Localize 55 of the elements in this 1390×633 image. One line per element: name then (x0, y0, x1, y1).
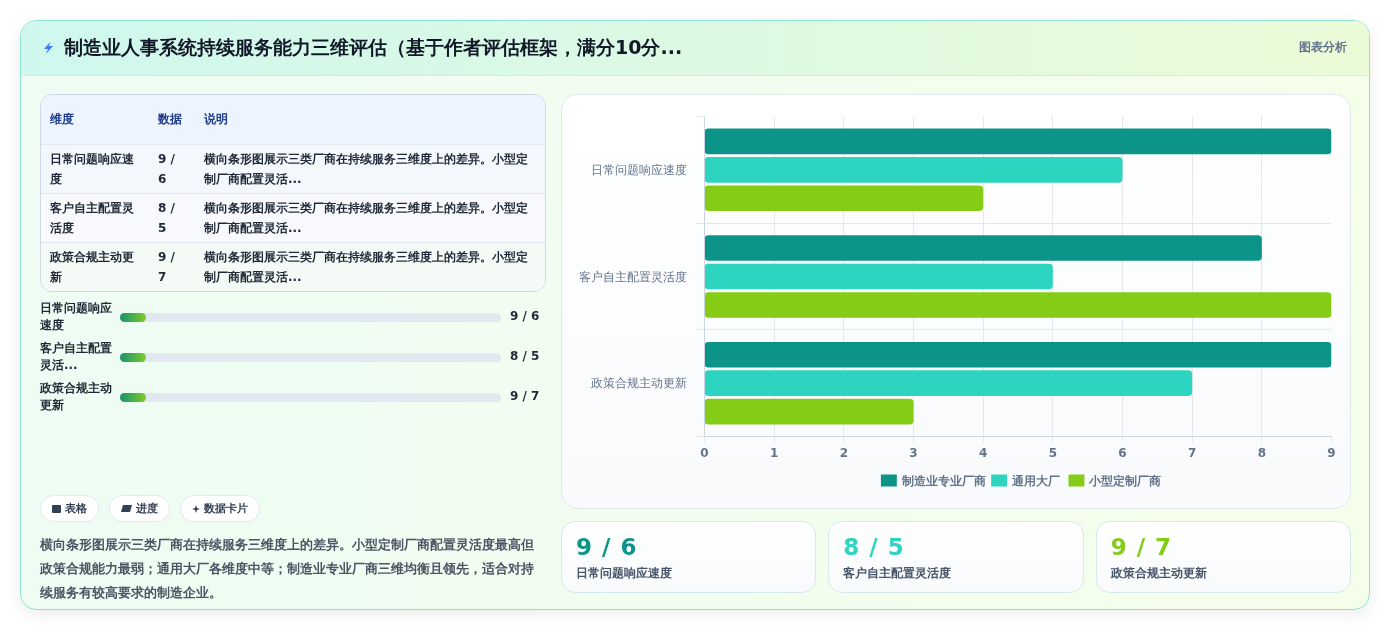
text: 日常问题响应速度 (41, 144, 149, 193)
category-label: 数据 (149, 95, 195, 144)
bar (704, 235, 1262, 261)
legend-label: 制造业专业厂商 (900, 473, 986, 488)
y-tick-label: 日常问题响应速度 (590, 162, 687, 177)
x-tick-label: 8 (1257, 445, 1267, 460)
x-tick-label: 9 (1327, 445, 1336, 460)
category-label: 表格 (65, 500, 87, 517)
legend-label: 小型定制厂商 (1088, 473, 1162, 488)
text: 8 / 5 (149, 193, 195, 242)
x-tick-label: 2 (839, 445, 849, 460)
x-tick-label: 1 (769, 445, 779, 460)
x-tick-label: 0 (700, 445, 709, 460)
bar (704, 128, 1332, 155)
category-label: 进度 (136, 500, 158, 517)
category-label: 数据卡片 (204, 500, 248, 517)
bar (704, 185, 984, 212)
bar (704, 370, 1193, 396)
text: 政策合规主动更新 (41, 242, 149, 291)
text: 9 / 7 (510, 389, 540, 404)
x-tick-label: 7 (1187, 445, 1197, 460)
category-label: 客户自主配置灵活度 (843, 565, 953, 582)
bar (704, 263, 1053, 290)
text: 8 / 5 (510, 349, 540, 364)
text: 9 / 7 (1110, 534, 1173, 560)
x-tick-label: 5 (1048, 445, 1058, 460)
text: 横向条形图展示三类厂商在持续服务三维度上的差异。小型定制厂商配置灵活... (195, 144, 547, 193)
category-label: 说明 (195, 95, 547, 144)
text: 制造业人事系统持续服务能力三维评估（基于作者评估框架，满分10分... (64, 35, 683, 61)
text: 客户自主配置灵活度 (41, 193, 149, 242)
x-tick-label: 4 (978, 445, 988, 460)
y-tick-label: 客户自主配置灵活度 (578, 269, 687, 284)
x-tick-label: 3 (909, 445, 918, 460)
text: 9 / 6 (149, 144, 195, 193)
category-label: 维度 (41, 95, 149, 144)
text: 8 / 5 (843, 534, 905, 560)
bar (704, 292, 1332, 318)
category-label: 日常问题响应速度 (40, 300, 113, 334)
text: 横向条形图展示三类厂商在持续服务三维度上的差异。小型定制厂商配置灵活... (195, 242, 547, 291)
text: 横向条形图展示三类厂商在持续服务三维度上的差异。小型定制厂商配置灵活度最高但政策合规能力最弱；通用大厂各维度中等；制造业专业厂商三维均衡且领先，适合对持续服务有较高要求的制造企业。 (40, 536, 535, 602)
category-label: 日常问题响应速度 (576, 565, 673, 582)
text: 图表分析 (1299, 40, 1347, 55)
category-label: 政策合规主动更新 (1110, 565, 1208, 582)
legend-label: 通用大厂 (1010, 473, 1060, 488)
text: 9 / 6 (576, 534, 638, 560)
x-tick-label: 6 (1118, 445, 1127, 460)
text: 横向条形图展示三类厂商在持续服务三维度上的差异。小型定制厂商配置灵活... (195, 193, 547, 242)
bar (704, 398, 914, 425)
text: 9 / 7 (149, 242, 195, 291)
category-label: 政策合规主动更新 (40, 380, 113, 414)
category-label: 客户自主配置灵活... (40, 340, 113, 374)
text: 9 / 6 (510, 309, 540, 324)
y-tick-label: 政策合规主动更新 (590, 376, 687, 391)
bar (704, 157, 1123, 183)
bar (704, 341, 1332, 368)
